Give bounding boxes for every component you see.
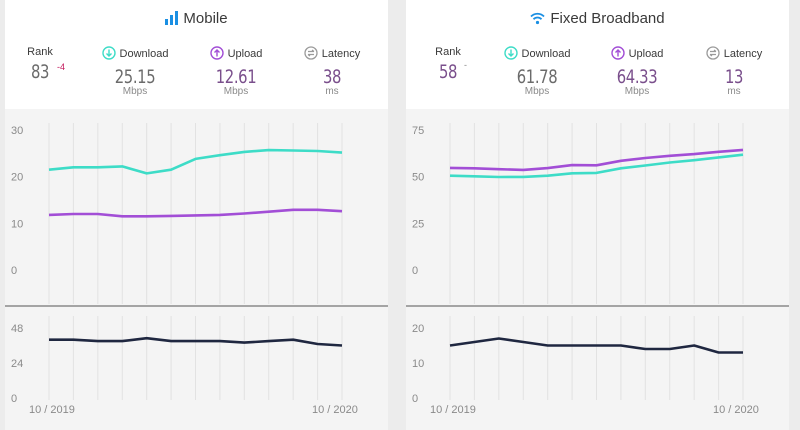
panel-title: Mobile bbox=[5, 10, 388, 29]
download-unit: Mbps bbox=[524, 86, 550, 97]
speed-chart: 0 25 50 75 0 10 20 10 / 2019 10 / 2020 bbox=[406, 123, 789, 416]
signal-bars-icon bbox=[165, 11, 179, 29]
x-tick-label: 10 / 2019 bbox=[430, 404, 476, 416]
y-tick-label: 75 bbox=[412, 125, 424, 137]
latency-arrows-icon bbox=[706, 46, 720, 63]
upload-value: 12.61 bbox=[215, 66, 257, 88]
y-tick-label: 10 bbox=[11, 218, 23, 230]
rank-value: 58 bbox=[438, 61, 458, 83]
latency-label: Latency bbox=[723, 48, 763, 60]
y-tick-label: 10 bbox=[412, 358, 424, 370]
download-unit: Mbps bbox=[122, 86, 148, 97]
y-tick-label: 0 bbox=[11, 393, 17, 405]
y-tick-label: 50 bbox=[412, 172, 424, 184]
speed-chart: 0 10 20 30 0 24 48 10 / 2019 10 / 2020 bbox=[5, 123, 388, 416]
rank-stat: Rank 58 bbox=[427, 46, 469, 82]
upload-label: Upload bbox=[227, 48, 263, 60]
y-tick-label: 48 bbox=[11, 323, 23, 335]
rank-change: - bbox=[464, 60, 467, 70]
latency-label: Latency bbox=[321, 48, 361, 60]
latency-unit: ms bbox=[727, 86, 741, 97]
fixed-broadband-panel: Fixed Broadband Rank 58 - Download 61.78… bbox=[406, 0, 789, 430]
download-line bbox=[48, 148, 343, 175]
rank-change: -4 bbox=[57, 62, 66, 72]
x-tick-label: 10 / 2020 bbox=[312, 404, 358, 416]
y-tick-label: 20 bbox=[412, 323, 424, 335]
download-label: Download bbox=[119, 48, 169, 60]
upload-line bbox=[449, 148, 744, 172]
latency-unit: ms bbox=[325, 86, 339, 97]
mobile-panel: Mobile Rank 83 -4 Download 25.15 Mbps Up… bbox=[5, 0, 388, 430]
y-tick-label: 20 bbox=[11, 172, 23, 184]
upload-unit: Mbps bbox=[624, 86, 650, 97]
panel-title: Fixed Broadband bbox=[406, 10, 789, 29]
latency-value: 13 bbox=[724, 66, 744, 88]
panel-title-text: Fixed Broadband bbox=[550, 10, 665, 27]
panel-title-text: Mobile bbox=[183, 10, 228, 27]
download-stat: Download 61.78 Mbps bbox=[492, 46, 582, 97]
rank-value: 83 bbox=[30, 61, 50, 83]
chart-area: 0 25 50 75 0 10 20 10 / 2019 10 / 2020 bbox=[406, 109, 789, 430]
y-tick-label: 30 bbox=[11, 125, 23, 137]
rank-label: Rank bbox=[27, 46, 53, 58]
upload-value: 64.33 bbox=[616, 66, 658, 88]
upload-stat: Upload 64.33 Mbps bbox=[597, 46, 677, 97]
x-tick-label: 10 / 2020 bbox=[713, 404, 759, 416]
rank-label: Rank bbox=[435, 46, 461, 58]
upload-stat: Upload 12.61 Mbps bbox=[196, 46, 276, 97]
latency-stat: Latency 13 ms bbox=[694, 46, 774, 97]
latency-arrows-icon bbox=[304, 46, 318, 63]
wifi-icon bbox=[530, 12, 546, 29]
panel-header: Mobile Rank 83 -4 Download 25.15 Mbps Up… bbox=[5, 0, 388, 109]
y-tick-label: 0 bbox=[412, 265, 418, 277]
latency-value: 38 bbox=[322, 66, 342, 88]
download-line bbox=[449, 153, 744, 179]
download-stat: Download 25.15 Mbps bbox=[90, 46, 180, 97]
upload-label: Upload bbox=[628, 48, 664, 60]
x-tick-label: 10 / 2019 bbox=[29, 404, 75, 416]
download-value: 61.78 bbox=[516, 66, 558, 88]
download-arrow-icon bbox=[503, 46, 518, 63]
download-value: 25.15 bbox=[114, 66, 156, 88]
y-tick-label: 0 bbox=[412, 393, 418, 405]
upload-line bbox=[48, 208, 343, 218]
y-tick-label: 0 bbox=[11, 265, 17, 277]
download-label: Download bbox=[521, 48, 571, 60]
latency-line bbox=[449, 337, 743, 354]
upload-unit: Mbps bbox=[223, 86, 249, 97]
latency-stat: Latency 38 ms bbox=[292, 46, 372, 97]
latency-line bbox=[49, 336, 343, 347]
upload-arrow-icon bbox=[610, 46, 625, 63]
panel-header: Fixed Broadband Rank 58 - Download 61.78… bbox=[406, 0, 789, 109]
rank-stat: Rank 83 bbox=[19, 46, 61, 82]
upload-arrow-icon bbox=[209, 46, 224, 63]
y-tick-label: 25 bbox=[412, 218, 424, 230]
chart-area: 0 10 20 30 0 24 48 10 / 2019 10 / 2020 bbox=[5, 109, 388, 430]
y-tick-label: 24 bbox=[11, 358, 23, 370]
download-arrow-icon bbox=[101, 46, 116, 63]
